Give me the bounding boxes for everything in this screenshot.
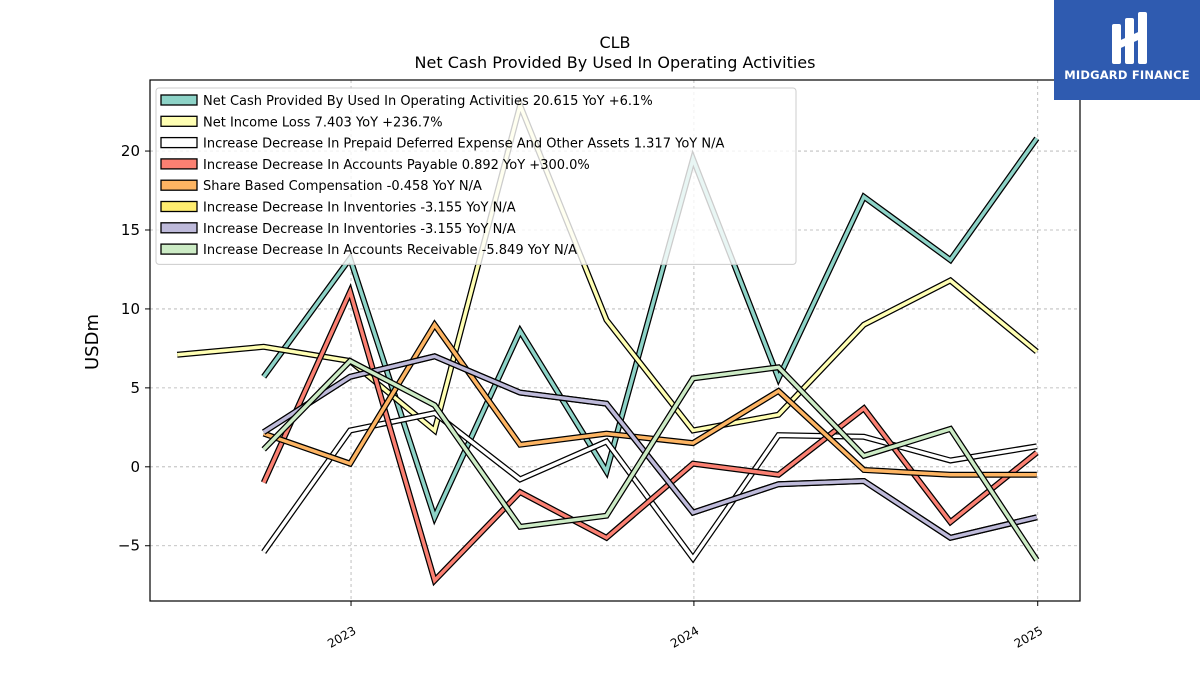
- legend: Net Cash Provided By Used In Operating A…: [155, 87, 797, 265]
- x-tick-label: 2023: [325, 623, 358, 650]
- y-tick-label: 20: [121, 142, 140, 160]
- legend-entry: Increase Decrease In Inventories -3.155 …: [203, 222, 516, 237]
- brand-mark-icon: [1112, 12, 1147, 64]
- y-tick-label: 10: [121, 300, 140, 318]
- legend-swatch: [160, 200, 198, 213]
- legend-entry: Increase Decrease In Prepaid Deferred Ex…: [203, 137, 724, 152]
- series-0: [261, 136, 1040, 526]
- legend-swatch: [160, 243, 198, 255]
- legend-entry: Increase Decrease In Inventories -3.155 …: [203, 201, 516, 216]
- series-7: [261, 357, 1040, 562]
- series-line: [262, 358, 1039, 561]
- series-6: [262, 353, 1038, 542]
- legend-entry: Increase Decrease In Accounts Payable 0.…: [203, 158, 590, 173]
- x-tick-label: 2024: [668, 623, 701, 650]
- y-tick-label: 0: [130, 458, 140, 476]
- series-line: [263, 321, 1037, 477]
- series-lines: [176, 95, 1040, 587]
- x-tick-label: 2025: [1012, 623, 1045, 650]
- legend-swatch: [160, 136, 198, 149]
- series-line: [262, 354, 1038, 540]
- brand-name: MIDGARD FINANCE: [1064, 68, 1190, 82]
- legend-swatch: [160, 158, 198, 170]
- brand-logo: MIDGARD FINANCE: [1054, 0, 1200, 100]
- x-axis-ticks: 2023 2024 2025: [325, 601, 1045, 651]
- legend-entry: Share Based Compensation -0.458 YoY N/A: [203, 179, 482, 194]
- y-axis-ticks: −5 0 5 10 15 20: [118, 142, 150, 555]
- legend-swatch: [160, 179, 198, 191]
- series-4: [262, 319, 1037, 478]
- legend-entry: Increase Decrease In Accounts Receivable…: [203, 243, 577, 258]
- legend-swatch: [160, 222, 198, 234]
- legend-entry: Net Income Loss 7.403 YoY +236.7%: [203, 115, 443, 130]
- y-axis-label: USDm: [82, 314, 103, 370]
- y-tick-label: 5: [130, 379, 140, 397]
- series-3: [260, 282, 1039, 587]
- chart-subtitle: Net Cash Provided By Used In Operating A…: [415, 53, 816, 72]
- legend-box: [155, 87, 797, 265]
- plot-frame: [149, 79, 1081, 602]
- series-line: [262, 137, 1039, 523]
- legend-entry: Net Cash Provided By Used In Operating A…: [203, 94, 653, 109]
- series-line: [262, 286, 1038, 584]
- y-tick-label: −5: [118, 537, 140, 555]
- chart-title: CLB: [599, 33, 630, 52]
- legend-swatch: [160, 94, 198, 106]
- legend-swatch: [160, 115, 198, 127]
- y-tick-label: 15: [121, 221, 140, 239]
